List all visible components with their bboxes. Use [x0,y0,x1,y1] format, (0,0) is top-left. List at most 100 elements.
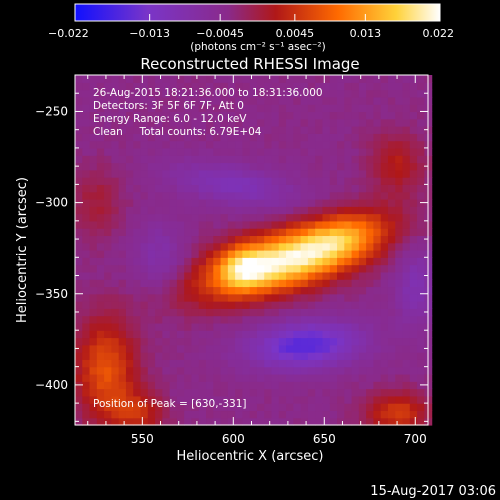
intensity-pixel [366,206,375,215]
intensity-pixel [220,337,229,346]
intensity-pixel [206,264,214,273]
intensity-pixel [176,293,185,302]
intensity-pixel [286,257,294,266]
intensity-pixel [286,133,294,142]
intensity-pixel [89,286,98,295]
intensity-pixel [358,395,367,404]
intensity-pixel [184,359,193,368]
intensity-pixel [111,220,120,229]
intensity-pixel [220,293,229,302]
intensity-pixel [191,264,200,273]
intensity-pixel [402,147,411,156]
intensity-pixel [140,352,149,360]
intensity-pixel [322,75,331,83]
intensity-pixel [315,322,324,331]
intensity-pixel [111,126,120,134]
intensity-pixel [322,359,331,368]
intensity-pixel [162,220,171,229]
intensity-pixel [155,242,163,251]
intensity-pixel [387,417,396,426]
intensity-pixel [198,410,207,419]
intensity-pixel [286,228,294,237]
intensity-pixel [256,373,265,382]
intensity-pixel [278,308,287,317]
intensity-pixel [322,344,331,353]
intensity-pixel [387,104,396,113]
intensity-pixel [307,177,316,185]
intensity-pixel [417,177,425,185]
intensity-pixel [315,417,324,426]
intensity-pixel [184,118,193,127]
intensity-pixel [198,104,207,113]
intensity-pixel [75,286,83,295]
intensity-pixel [337,279,345,288]
intensity-pixel [169,279,178,288]
intensity-pixel [176,111,185,120]
intensity-pixel [402,417,411,426]
intensity-pixel [169,301,178,309]
intensity-pixel [264,133,273,142]
intensity-pixel [184,96,193,105]
intensity-pixel [358,220,367,229]
intensity-pixel [409,279,418,288]
intensity-pixel [271,126,280,134]
intensity-pixel [395,381,404,390]
intensity-pixel [96,162,105,171]
x-tick-label: 550 [131,432,154,446]
intensity-pixel [89,264,98,273]
intensity-pixel [293,250,302,258]
intensity-pixel [256,286,265,295]
intensity-pixel [315,82,324,91]
intensity-pixel [133,147,142,156]
intensity-pixel [206,330,214,339]
intensity-pixel [329,126,338,134]
intensity-pixel [75,104,83,113]
intensity-pixel [380,198,389,207]
intensity-pixel [300,220,309,229]
intensity-pixel [155,111,163,120]
intensity-pixel [220,242,229,251]
intensity-pixel [256,104,265,113]
intensity-pixel [242,206,251,215]
intensity-pixel [322,271,331,280]
intensity-pixel [198,373,207,382]
intensity-pixel [227,403,236,412]
intensity-pixel [278,206,287,215]
intensity-pixel [104,250,112,258]
intensity-pixel [169,177,178,185]
intensity-pixel [155,337,163,346]
intensity-pixel [402,75,411,83]
intensity-pixel [213,147,222,156]
intensity-pixel [82,344,91,353]
intensity-pixel [366,344,375,353]
intensity-pixel [133,213,142,222]
intensity-pixel [169,250,178,258]
intensity-pixel [380,82,389,91]
intensity-pixel [417,395,425,404]
intensity-pixel [104,104,112,113]
intensity-pixel [111,301,120,309]
intensity-pixel [104,293,112,302]
intensity-pixel [147,293,156,302]
intensity-pixel [220,279,229,288]
intensity-pixel [322,82,331,91]
intensity-pixel [206,177,214,185]
intensity-pixel [96,308,105,317]
intensity-pixel [278,381,287,390]
intensity-pixel [169,315,178,324]
intensity-pixel [176,198,185,207]
intensity-pixel [82,198,91,207]
intensity-pixel [300,133,309,142]
intensity-pixel [140,235,149,244]
intensity-pixel [242,96,251,105]
intensity-pixel [176,177,185,185]
intensity-pixel [249,366,258,375]
intensity-pixel [206,337,214,346]
intensity-pixel [249,381,258,390]
intensity-pixel [329,373,338,382]
intensity-pixel [227,330,236,339]
intensity-pixel [402,388,411,397]
intensity-pixel [191,403,200,412]
intensity-pixel [220,264,229,273]
intensity-pixel [256,271,265,280]
